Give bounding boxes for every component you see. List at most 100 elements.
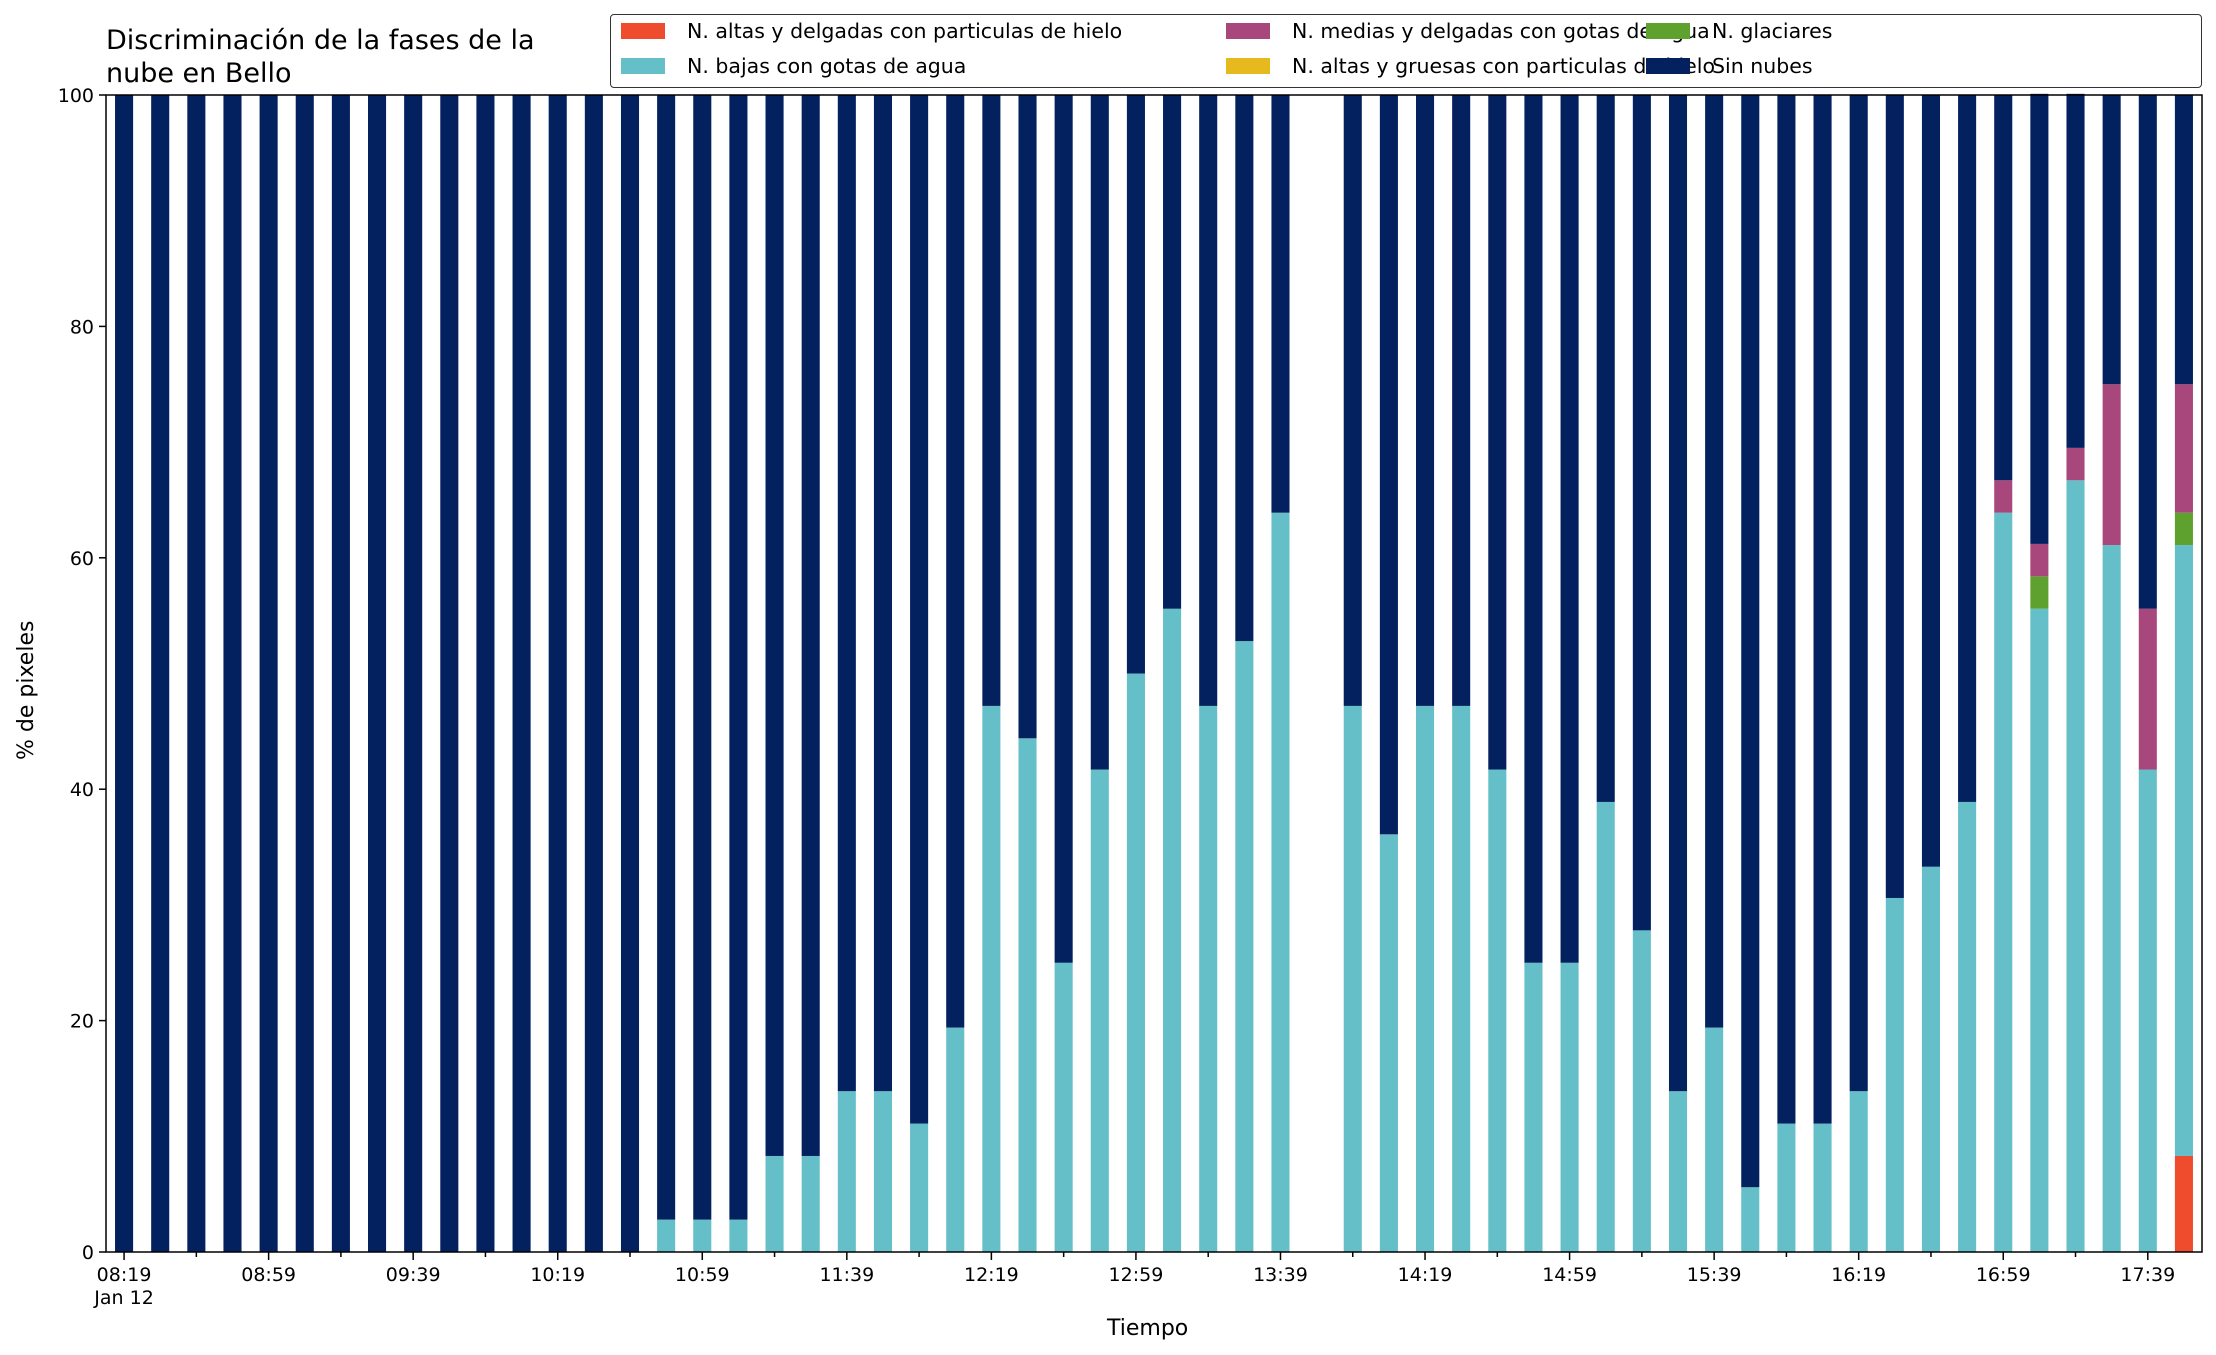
legend-item: Sin nubes — [1646, 54, 1813, 78]
bar-segment-5-1 — [151, 95, 170, 1252]
legend-swatch — [1646, 58, 1690, 74]
bar-segment-2-56 — [2138, 769, 2157, 1252]
y-tick-label: 80 — [70, 316, 94, 338]
bar-segment-2-17 — [729, 1219, 748, 1252]
bar-segment-5-13 — [584, 95, 603, 1252]
bar-segment-2-50 — [1921, 866, 1940, 1252]
bar-segment-2-49 — [1885, 897, 1904, 1252]
bar-segment-5-17 — [729, 95, 748, 1220]
legend: N. altas y delgadas con particulas de hi… — [610, 14, 2202, 88]
bar-segment-4-54 — [2066, 447, 2085, 481]
bar-segment-5-31 — [1235, 95, 1254, 642]
bar-segment-2-53 — [2030, 608, 2049, 1252]
bar-segment-5-30 — [1199, 95, 1218, 706]
bar-segment-4-52 — [1994, 480, 2013, 513]
legend-label: Sin nubes — [1712, 54, 1813, 78]
x-tick-label: 10:19 — [530, 1264, 585, 1286]
bar-segment-5-44 — [1705, 95, 1724, 1028]
x-tick-label: 08:59 — [241, 1264, 296, 1286]
bar-segment-5-51 — [1958, 95, 1977, 802]
bar-segment-5-14 — [620, 95, 640, 1252]
bar-segment-5-57 — [2174, 95, 2193, 385]
bar-segment-5-50 — [1921, 95, 1940, 867]
bar-segment-4-57 — [2174, 384, 2193, 513]
bar-segment-2-35 — [1379, 834, 1398, 1252]
bar-segment-2-41 — [1596, 801, 1615, 1252]
bar-segment-5-24 — [982, 95, 1001, 706]
bar-segment-2-25 — [1018, 738, 1037, 1252]
bar-segment-5-19 — [801, 95, 820, 1156]
bar-segment-5-27 — [1090, 95, 1109, 770]
axes-group: 0 20 40 60 80 100 08:19 08:59 09:39 10:19 10:59 11:… — [58, 85, 2203, 1309]
x-tick-label: 16:59 — [1976, 1264, 2031, 1286]
bar-segment-5-10 — [476, 95, 495, 1252]
plot-frame — [105, 94, 2203, 1253]
bar-segment-2-52 — [1994, 512, 2013, 1252]
bar-segment-2-24 — [982, 705, 1001, 1252]
legend-label: N. altas y delgadas con particulas de hi… — [687, 19, 1123, 43]
chart-title: Discriminación de la fases de la nube en… — [106, 24, 626, 90]
bar-segment-5-3 — [223, 95, 242, 1252]
bar-segment-5-22 — [910, 95, 929, 1124]
bar-segment-2-16 — [693, 1219, 712, 1252]
bar-segment-2-46 — [1777, 1123, 1796, 1252]
bar-segment-2-27 — [1090, 769, 1109, 1252]
x-tick-label: 17:39 — [2120, 1264, 2175, 1286]
bar-segment-4-53 — [2030, 543, 2049, 577]
x-tick-label: 13:39 — [1253, 1264, 1308, 1286]
bar-segment-2-26 — [1054, 962, 1073, 1252]
bar-segment-2-47 — [1813, 1123, 1832, 1252]
y-tick-label: 40 — [70, 779, 94, 801]
bar-segment-2-42 — [1632, 930, 1651, 1252]
bar-segment-2-31 — [1235, 641, 1254, 1252]
x-tick-sublabel: Jan 12 — [93, 1287, 154, 1309]
legend-item: N. altas y gruesas con particulas de hie… — [1226, 54, 1715, 78]
bar-segment-5-34 — [1343, 95, 1362, 706]
bar-segment-5-38 — [1488, 95, 1507, 770]
x-tick-label: 14:59 — [1542, 1264, 1597, 1286]
legend-item: N. glaciares — [1646, 19, 1832, 43]
bar-segment-2-51 — [1958, 801, 1977, 1252]
legend-swatch — [621, 58, 665, 74]
bar-segment-5-2 — [187, 95, 206, 1252]
bar-segment-5-49 — [1885, 95, 1904, 898]
bar-segment-5-18 — [765, 95, 784, 1156]
bar-segment-3-53 — [2030, 576, 2049, 609]
bar-segment-2-30 — [1199, 705, 1218, 1252]
x-tick-label: 08:19 — [97, 1264, 152, 1286]
x-tick-label: 10:59 — [675, 1264, 730, 1286]
bar-segment-2-20 — [837, 1091, 856, 1252]
bar-segment-2-40 — [1560, 962, 1579, 1252]
bar-segment-5-11 — [512, 95, 531, 1252]
bar-segment-0-57 — [2174, 1155, 2193, 1252]
bar-segment-5-20 — [837, 95, 856, 1092]
bar-segment-5-7 — [368, 95, 387, 1252]
chart-title-line-2: nube en Bello — [106, 58, 292, 89]
chart-title-line-1: Discriminación de la fases de la — [106, 25, 535, 56]
bar-segment-5-43 — [1668, 95, 1688, 1092]
bar-segment-2-37 — [1452, 705, 1471, 1252]
bar-segment-3-57 — [2174, 512, 2193, 546]
bar-segment-5-29 — [1163, 95, 1182, 609]
legend-item: N. altas y delgadas con particulas de hi… — [621, 19, 1122, 43]
bar-segment-5-25 — [1018, 95, 1037, 739]
legend-item: N. bajas con gotas de agua — [621, 54, 966, 78]
bar-segment-5-54 — [2066, 93, 2085, 448]
bar-segment-5-52 — [1994, 95, 2013, 481]
bar-segment-2-44 — [1705, 1027, 1724, 1252]
y-tick-label: 0 — [82, 1242, 94, 1264]
bar-segment-5-23 — [946, 95, 965, 1028]
bar-segment-5-26 — [1054, 95, 1073, 963]
bar-segment-2-45 — [1741, 1187, 1760, 1252]
bar-segment-2-22 — [910, 1123, 929, 1252]
legend-swatch — [1646, 23, 1690, 39]
x-tick-label: 15:39 — [1687, 1264, 1742, 1286]
bar-segment-5-47 — [1813, 95, 1832, 1124]
x-tick-label: 09:39 — [386, 1264, 441, 1286]
x-tick-label: 14:19 — [1398, 1264, 1453, 1286]
legend-swatch — [621, 23, 665, 39]
bars-group — [115, 93, 2193, 1252]
bar-segment-5-53 — [2030, 93, 2049, 544]
y-tick-label: 60 — [70, 548, 94, 570]
